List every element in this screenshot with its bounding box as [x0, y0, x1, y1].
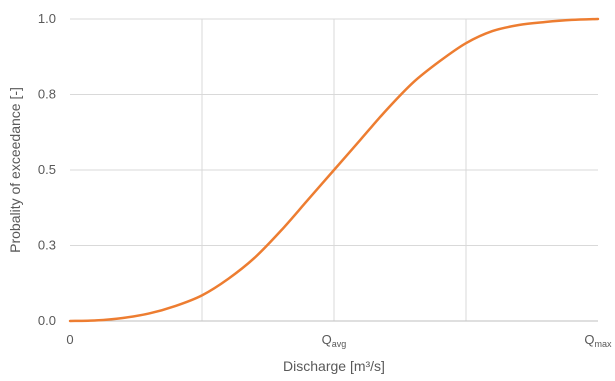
x-tick-label: 0 — [66, 332, 73, 347]
series-line — [68, 17, 600, 323]
y-tick-label: 0.8 — [38, 87, 56, 102]
tick-labels: 0.0 0.3 0.5 0.8 1.0 0 Qavg Qmax — [38, 11, 612, 349]
y-tick-label: 0.0 — [38, 313, 56, 328]
y-tick-label: 0.5 — [38, 162, 56, 177]
y-tick-label: 0.3 — [38, 238, 56, 253]
x-axis-title: Discharge [m³/s] — [283, 358, 385, 374]
series-layer — [68, 17, 600, 323]
y-tick-label: 1.0 — [38, 11, 56, 26]
x-tick-label: Qmax — [584, 332, 612, 349]
y-axis-title: Probality of exceedance [-] — [7, 87, 23, 253]
x-tick-label: Qavg — [322, 332, 347, 349]
